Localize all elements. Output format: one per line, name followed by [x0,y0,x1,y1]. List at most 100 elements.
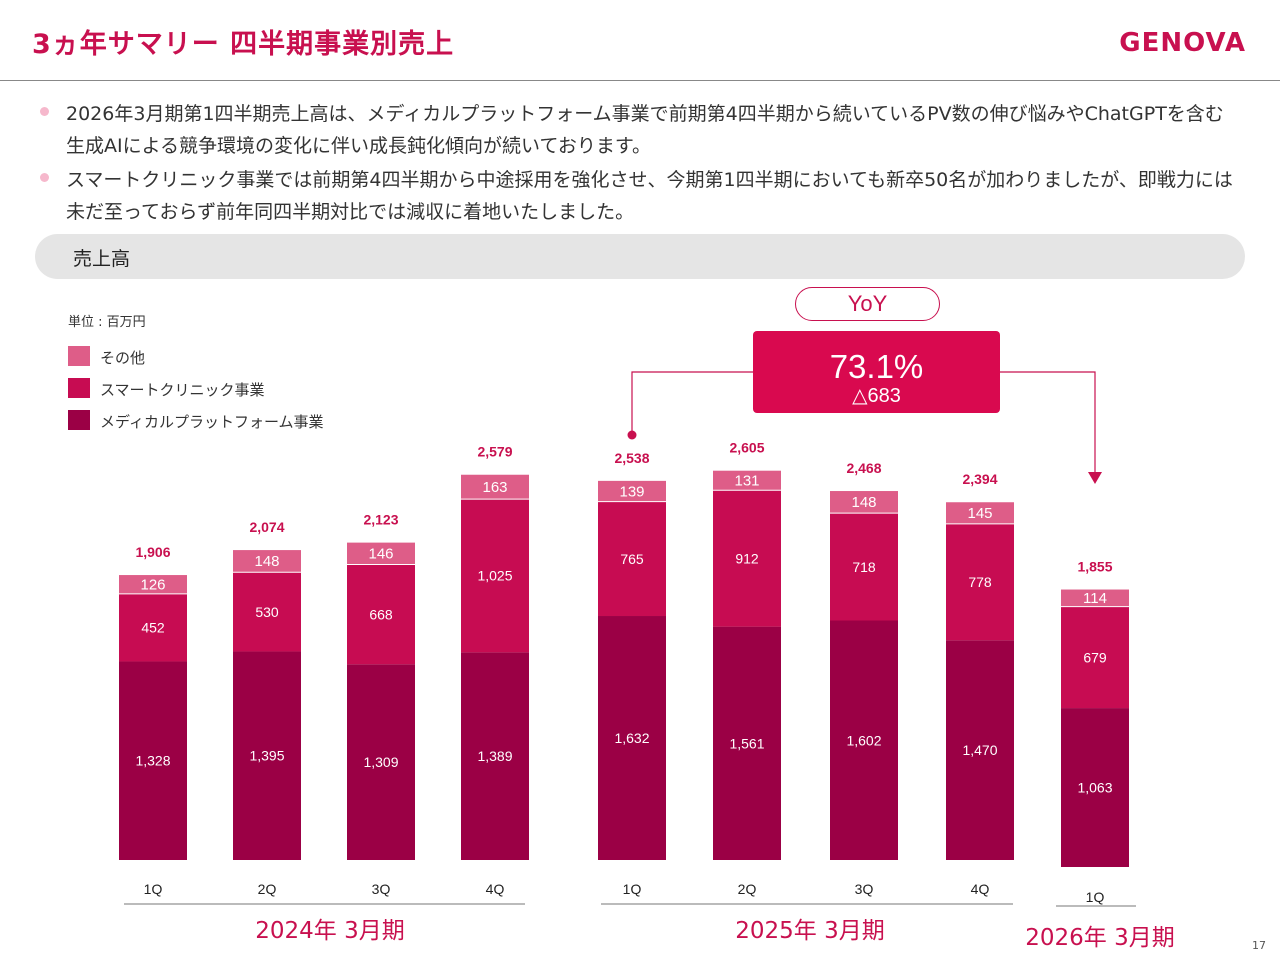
bar-label-other: 139 [619,483,644,500]
bar-segment-smart-clinic [946,523,1014,641]
bar-label-other: 145 [967,505,992,522]
x-tick-label: 4Q [971,881,990,897]
bar-label-smart-clinic: 452 [141,620,165,636]
bar-label-smart-clinic: 1,025 [477,568,512,584]
bar-total-label: 2,468 [846,460,881,476]
genova-logo: GENOVA [1119,28,1246,58]
bar-segment-other [830,491,898,514]
x-tick-label: 2Q [258,881,277,897]
bar-label-other: 146 [368,546,393,563]
bar-label-smart-clinic: 679 [1083,649,1107,665]
x-tick-label: 1Q [1086,889,1105,905]
bar-total-label: 2,538 [614,450,649,466]
bar-total-label: 2,074 [249,519,284,535]
yoy-diff: △683 [852,385,901,407]
bar-segment-smart-clinic [830,513,898,621]
yoy-connector-left [631,371,753,431]
bar-segment-medical-platform [598,616,666,860]
bar-label-medical-platform: 1,602 [846,732,881,748]
yoy-callout: 73.1% △683 [753,331,1000,413]
yoy-connector-right [1000,371,1096,472]
bar-label-medical-platform: 1,328 [135,753,170,769]
bar-segment-other [713,470,781,491]
yoy-percent: 73.1% [829,348,924,385]
bar-label-other: 114 [1083,590,1107,607]
section-label: 売上高 [73,248,131,270]
bar-segment-smart-clinic [461,499,529,653]
period-label-fy2026: 2026年 3月期 [1025,925,1175,951]
bar-label-medical-platform: 1,395 [249,748,284,764]
bar-label-smart-clinic: 778 [968,574,992,590]
bar-segment-medical-platform [347,664,415,860]
bar-label-smart-clinic: 912 [735,550,759,566]
bullet-text: スマートクリニック事業では前期第4四半期から中途採用を強化させ、今期第1四半期に… [66,169,1233,223]
x-tick-label: 1Q [144,881,163,897]
bullet-text: 2026年3月期第1四半期売上高は、メディカルプラットフォーム事業で前期第4四半… [66,103,1224,157]
bar-label-medical-platform: 1,561 [729,735,764,751]
legend-label: スマートクリニック事業 [100,381,265,399]
bar-total-label: 1,906 [135,544,170,560]
bar-total-label: 2,394 [962,471,997,487]
bar-label-smart-clinic: 765 [620,551,644,567]
header-divider [0,80,1280,81]
period-label-fy2024: 2024年 3月期 [255,918,405,944]
x-tick-label: 2Q [738,881,757,897]
legend-swatch-medical-platform [68,410,90,430]
bar-segment-other [598,480,666,502]
yoy-arrow-icon [1088,472,1102,484]
bar-label-smart-clinic: 668 [369,606,393,622]
bar-label-other: 163 [482,479,507,496]
legend-label: メディカルプラットフォーム事業 [100,413,324,431]
bar-segment-medical-platform [830,620,898,860]
bar-segment-other [1061,589,1129,607]
bar-segment-medical-platform [119,661,187,860]
bar-label-smart-clinic: 530 [255,604,279,620]
bar-label-medical-platform: 1,470 [962,742,997,758]
bar-total-label: 1,855 [1077,559,1112,575]
bar-segment-smart-clinic [119,593,187,662]
bullet-dot-icon [40,107,49,116]
bar-segment-medical-platform [461,652,529,860]
bar-label-smart-clinic: 718 [852,559,876,575]
yoy-label: YoY [795,287,940,321]
bar-segment-smart-clinic [1061,606,1129,709]
bar-label-other: 148 [851,494,876,511]
bar-segment-smart-clinic [347,564,415,665]
bar-total-label: 2,579 [477,444,512,460]
x-tick-label: 3Q [372,881,391,897]
legend-swatch-smart-clinic [68,378,90,398]
legend-label: その他 [100,349,146,367]
page-title: 3ヵ年サマリー 四半期事業別売上 [32,29,455,60]
x-tick-label: 3Q [855,881,874,897]
bar-label-other: 126 [140,576,165,593]
bar-segment-other [946,502,1014,524]
bullet-item: スマートクリニック事業では前期第4四半期から中途採用を強化させ、今期第1四半期に… [40,164,1240,228]
bar-segment-other [119,575,187,594]
yoy-start-dot [627,430,637,440]
section-header: 売上高 [35,234,1245,279]
legend-swatch-other [68,346,90,366]
bar-label-other: 131 [734,472,759,489]
x-tick-label: 4Q [486,881,505,897]
bar-segment-other [347,542,415,565]
bar-label-medical-platform: 1,063 [1077,780,1112,796]
bar-segment-smart-clinic [598,501,666,617]
x-tick-label: 1Q [623,881,642,897]
bar-segment-other [461,474,529,500]
bar-label-medical-platform: 1,632 [614,730,649,746]
bar-label-medical-platform: 1,389 [477,748,512,764]
bar-total-label: 2,123 [363,512,398,528]
bar-label-medical-platform: 1,309 [363,754,398,770]
bar-segment-smart-clinic [713,490,781,627]
bullet-item: 2026年3月期第1四半期売上高は、メディカルプラットフォーム事業で前期第4四半… [40,98,1240,162]
bar-segment-smart-clinic [233,572,301,652]
bar-segment-medical-platform [1061,708,1129,867]
bar-segment-medical-platform [713,626,781,860]
bar-label-other: 148 [254,553,279,570]
summary-bullets: 2026年3月期第1四半期売上高は、メディカルプラットフォーム事業で前期第4四半… [40,98,1240,230]
period-label-fy2025: 2025年 3月期 [735,918,885,944]
unit-label: 単位 : 百万円 [68,315,146,330]
bullet-dot-icon [40,173,49,182]
bar-segment-other [233,550,301,573]
bar-segment-medical-platform [233,651,301,860]
